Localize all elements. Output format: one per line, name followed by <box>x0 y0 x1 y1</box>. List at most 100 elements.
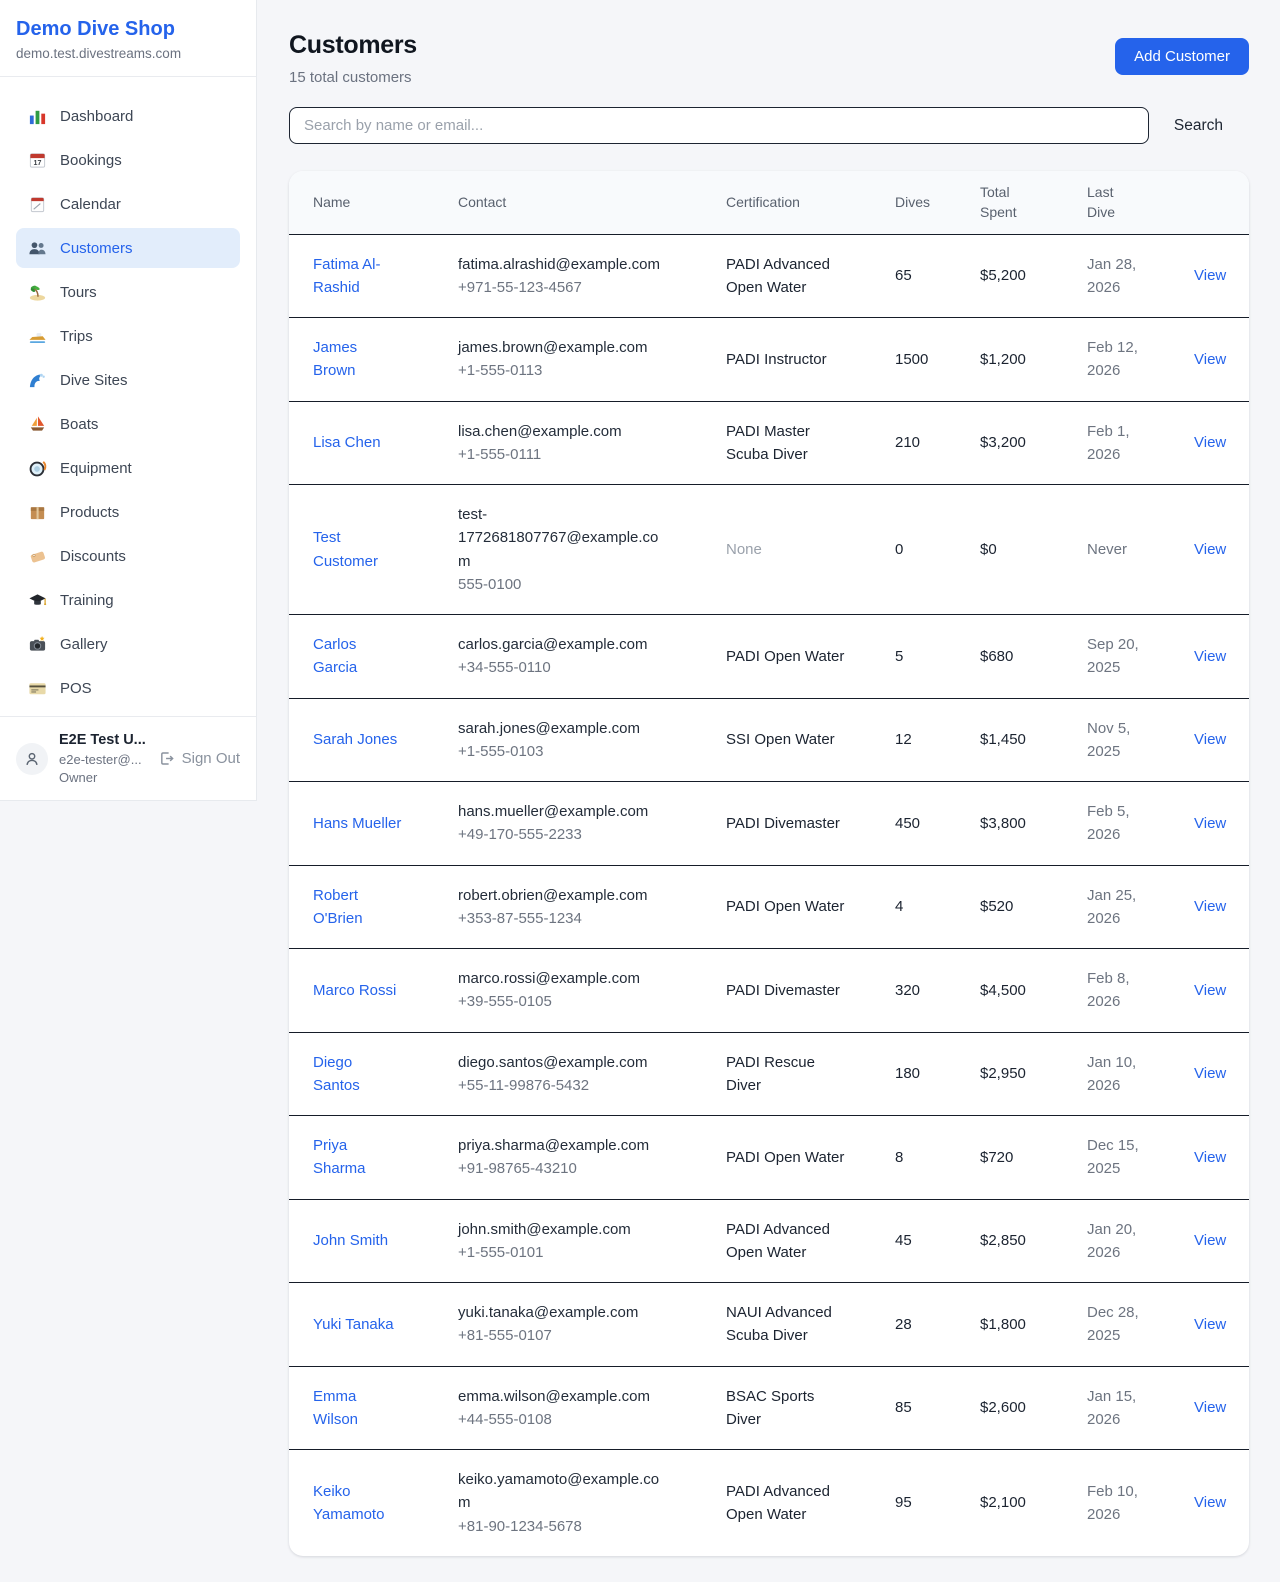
view-customer-link[interactable]: View <box>1194 267 1227 285</box>
customer-email: hans.mueller@example.com <box>458 803 649 821</box>
customer-dives: 1500 <box>895 350 929 368</box>
search-row: Search <box>289 107 1249 144</box>
view-customer-link[interactable]: View <box>1194 647 1227 665</box>
customer-name-link[interactable]: Lisa Chen <box>313 434 381 452</box>
sidebar-item-label: Equipment <box>60 459 132 477</box>
customer-name-link[interactable]: Sarah Jones <box>313 731 398 749</box>
sidebar-item-dive-sites[interactable]: Dive Sites <box>16 360 240 400</box>
customer-certification: PADI Master Scuba Diver <box>726 422 810 463</box>
customer-name-link[interactable]: Diego Santos <box>313 1053 360 1094</box>
sidebar-item-dashboard[interactable]: Dashboard <box>16 96 240 136</box>
sidebar-item-equipment[interactable]: Equipment <box>16 448 240 488</box>
sign-out-button[interactable]: Sign Out <box>158 750 240 767</box>
customer-last-dive: Nov 5, 2025 <box>1087 719 1131 760</box>
tear-calendar-icon <box>28 195 47 214</box>
customer-phone: +55-11-99876-5432 <box>458 1076 590 1094</box>
view-customer-link[interactable]: View <box>1194 814 1227 832</box>
shop-name[interactable]: Demo Dive Shop <box>16 18 175 40</box>
view-customer-link[interactable]: View <box>1194 1232 1227 1250</box>
sidebar-item-gallery[interactable]: Gallery <box>16 624 240 664</box>
customer-name-link[interactable]: James Brown <box>313 339 358 380</box>
customer-last-dive: Feb 1, 2026 <box>1087 422 1130 463</box>
view-customer-link[interactable]: View <box>1194 1148 1227 1166</box>
view-customer-link[interactable]: View <box>1194 434 1227 452</box>
customer-name-link[interactable]: Robert O'Brien <box>313 886 363 927</box>
user-name: E2E Test U... <box>59 732 146 749</box>
customer-last-dive: Never <box>1087 540 1128 558</box>
customer-dives: 4 <box>895 898 904 916</box>
customer-email: john.smith@example.com <box>458 1220 631 1238</box>
sidebar-item-customers[interactable]: Customers <box>16 228 240 268</box>
customer-email: emma.wilson@example.com <box>458 1387 650 1405</box>
sidebar-item-label: Bookings <box>60 151 122 169</box>
customer-name-link[interactable]: Hans Mueller <box>313 814 402 832</box>
customer-total-spent: $4,500 <box>980 981 1026 999</box>
customer-last-dive: Jan 20, 2026 <box>1087 1220 1137 1261</box>
customer-phone: +81-555-0107 <box>458 1327 552 1345</box>
user-role: Owner <box>59 769 98 785</box>
sidebar-item-discounts[interactable]: Discounts <box>16 536 240 576</box>
customer-last-dive: Dec 28, 2025 <box>1087 1304 1139 1345</box>
sidebar-item-products[interactable]: Products <box>16 492 240 532</box>
table-row: Sarah Jones sarah.jones@example.com +1-5… <box>289 698 1249 783</box>
view-customer-link[interactable]: View <box>1194 898 1227 916</box>
customer-name-link[interactable]: Carlos Garcia <box>313 636 358 677</box>
table-row: Lisa Chen lisa.chen@example.com +1-555-0… <box>289 401 1249 486</box>
customer-phone: +81-90-1234-5678 <box>458 1517 582 1535</box>
view-customer-link[interactable]: View <box>1194 1315 1227 1333</box>
customer-name-link[interactable]: Emma Wilson <box>313 1387 359 1428</box>
view-customer-link[interactable]: View <box>1194 350 1227 368</box>
customer-certification: PADI Divemaster <box>726 981 840 999</box>
customer-total-spent: $3,800 <box>980 814 1026 832</box>
add-customer-button[interactable]: Add Customer <box>1115 38 1249 75</box>
customer-name-link[interactable]: Keiko Yamamoto <box>313 1482 385 1523</box>
table-row: Carlos Garcia carlos.garcia@example.com … <box>289 614 1249 699</box>
sidebar-item-calendar[interactable]: Calendar <box>16 184 240 224</box>
sidebar-item-tours[interactable]: Tours <box>16 272 240 312</box>
sidebar-item-pos[interactable]: POS <box>16 668 240 708</box>
sidebar-user-footer: E2E Test U... e2e-tester@... Owner Sign … <box>0 716 256 800</box>
customer-dives: 0 <box>895 540 904 558</box>
view-customer-link[interactable]: View <box>1194 1494 1227 1512</box>
customer-total-spent: $2,600 <box>980 1399 1026 1417</box>
sidebar-item-bookings[interactable]: Bookings <box>16 140 240 180</box>
sidebar-item-trips[interactable]: Trips <box>16 316 240 356</box>
bar-chart-icon <box>28 107 47 126</box>
customer-total-spent: $2,950 <box>980 1065 1026 1083</box>
customer-name-link[interactable]: John Smith <box>313 1232 389 1250</box>
view-customer-link[interactable]: View <box>1194 731 1227 749</box>
customer-name-link[interactable]: Marco Rossi <box>313 981 397 999</box>
sign-out-icon <box>158 750 175 767</box>
customer-name-link[interactable]: Priya Sharma <box>313 1137 366 1178</box>
sidebar-item-label: Calendar <box>60 195 121 213</box>
calendar-date-icon <box>28 151 47 170</box>
view-customer-link[interactable]: View <box>1194 1065 1227 1083</box>
customer-name-link[interactable]: Yuki Tanaka <box>313 1315 394 1333</box>
customer-certification: NAUI Advanced Scuba Diver <box>726 1304 832 1345</box>
customer-total-spent: $1,800 <box>980 1315 1026 1333</box>
view-customer-link[interactable]: View <box>1194 981 1227 999</box>
customer-email: test-1772681807767@example.com <box>458 506 659 570</box>
customer-total-spent: $2,100 <box>980 1494 1026 1512</box>
view-customer-link[interactable]: View <box>1194 540 1227 558</box>
sidebar-item-training[interactable]: Training <box>16 580 240 620</box>
customer-certification: PADI Instructor <box>726 350 827 368</box>
customer-dives: 45 <box>895 1232 912 1250</box>
sidebar-item-boats[interactable]: Boats <box>16 404 240 444</box>
customer-certification: PADI Advanced Open Water <box>726 1220 830 1261</box>
grad-cap-icon <box>28 591 47 610</box>
customer-last-dive: Jan 15, 2026 <box>1087 1387 1137 1428</box>
customer-dives: 12 <box>895 731 912 749</box>
customers-table-card: Name Contact Certification Dives Total Spent… <box>289 171 1249 1556</box>
customer-email: robert.obrien@example.com <box>458 886 648 904</box>
credit-card-icon <box>28 679 47 698</box>
person-icon <box>23 750 41 768</box>
sidebar-item-label: Customers <box>60 239 133 257</box>
search-input[interactable] <box>289 107 1149 144</box>
customer-name-link[interactable]: Test Customer <box>313 529 379 570</box>
customer-name-link[interactable]: Fatima Al-Rashid <box>313 255 381 296</box>
customer-dives: 95 <box>895 1494 912 1512</box>
view-customer-link[interactable]: View <box>1194 1399 1227 1417</box>
search-button[interactable]: Search <box>1149 117 1249 135</box>
customer-total-spent: $3,200 <box>980 434 1026 452</box>
